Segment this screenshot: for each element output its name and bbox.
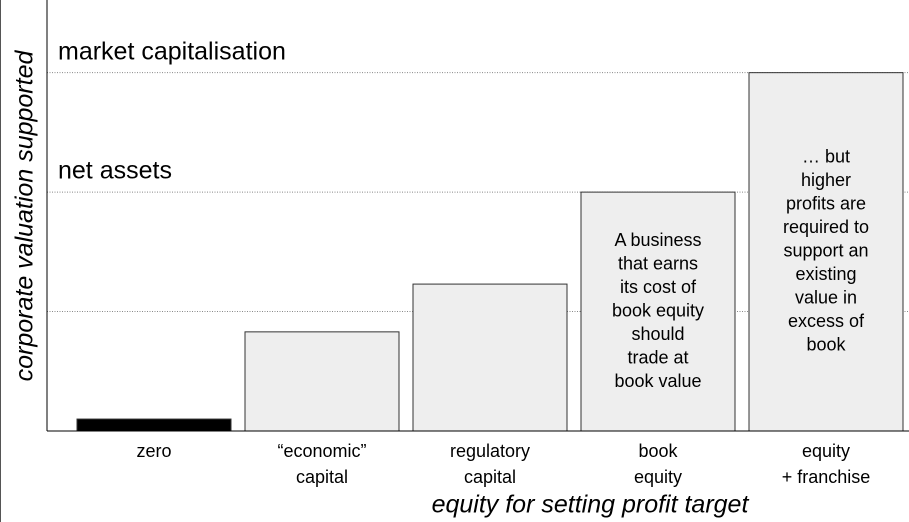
x-tick-label: capital — [296, 467, 348, 487]
bar-note: value in — [795, 288, 857, 308]
bar — [76, 418, 232, 432]
bar-note: excess of — [788, 311, 865, 331]
x-axis-title: equity for setting profit target — [432, 491, 750, 519]
bar — [244, 331, 400, 432]
bar-note: that earns — [618, 253, 698, 273]
x-tick-label: regulatory — [450, 441, 530, 461]
x-tick-label: equity — [634, 467, 682, 487]
bar-note: profits are — [786, 194, 866, 214]
reference-label: net assets — [58, 157, 172, 185]
bar-note: … but — [802, 147, 850, 167]
bar-note: A business — [614, 230, 701, 250]
bar-note: existing — [795, 264, 856, 284]
bar-note: required to — [783, 217, 869, 237]
x-tick-label: zero — [136, 441, 171, 461]
reference-label: market capitalisation — [58, 37, 286, 65]
bar-note: higher — [801, 170, 851, 190]
bar-note: trade at — [627, 347, 688, 367]
bar-note: book value — [614, 371, 701, 391]
y-axis-title: corporate valuation supported — [11, 50, 39, 382]
bar-note: book equity — [612, 300, 704, 320]
bar-note: book — [806, 335, 846, 355]
bar — [748, 72, 904, 432]
x-tick-label: book — [638, 441, 678, 461]
x-tick-label: equity — [802, 441, 850, 461]
bar — [412, 283, 568, 432]
bar-note: its cost of — [620, 277, 697, 297]
bar-note: should — [631, 324, 684, 344]
x-tick-label: + franchise — [782, 467, 871, 487]
bar — [580, 191, 736, 432]
x-tick-label: capital — [464, 467, 516, 487]
x-tick-label: “economic” — [277, 441, 366, 461]
bar-note: support an — [783, 241, 868, 261]
